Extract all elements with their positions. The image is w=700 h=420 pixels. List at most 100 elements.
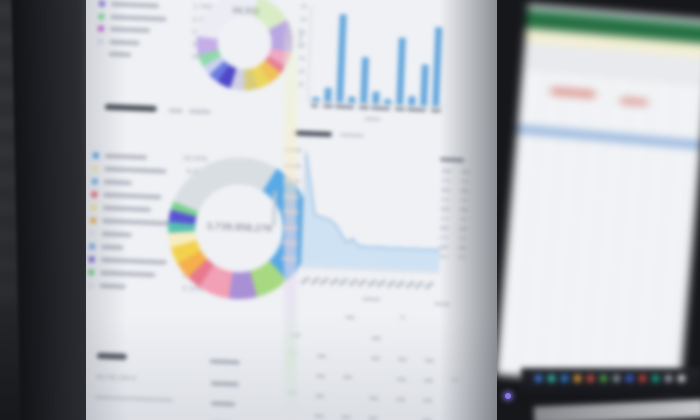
legend-swatch [90, 217, 97, 224]
taskbar-icon [613, 375, 620, 382]
side-list-value-2 [458, 246, 467, 249]
area-chart [300, 148, 445, 274]
section-header-meta-1 [168, 108, 183, 113]
area-chart-x-tick-label [357, 278, 367, 287]
side-list-value [438, 254, 449, 258]
taskbar [521, 368, 700, 398]
taskbar-icon [548, 375, 555, 382]
legend-label-bar [104, 166, 167, 174]
bar-chart [307, 5, 448, 108]
area-chart-x-tick-label [385, 279, 396, 288]
table-cell-bar [345, 315, 355, 319]
area-chart-x-tick-label [309, 276, 320, 285]
right-monitor-screen [497, 4, 700, 391]
bar [420, 64, 429, 106]
spreadsheet-red-text-2 [619, 98, 649, 105]
table-cell-bar [316, 354, 327, 358]
light-reflection-streak [284, 0, 297, 420]
side-list-value-2 [459, 208, 469, 212]
left-monitor-bezel [11, 0, 97, 420]
legend-percent: 24.43% [182, 154, 208, 164]
legend-label-bar [100, 270, 156, 278]
spreadsheet-red-text-1 [550, 88, 596, 98]
side-list-value-2 [460, 189, 469, 193]
spreadsheet-grid [497, 69, 700, 391]
table-cell-bar [370, 356, 381, 360]
legend-label-bar [109, 27, 151, 33]
area-chart-x-tick-label [366, 278, 377, 287]
bar-chart-y-tick-label [298, 56, 306, 60]
table-cell-bar [315, 394, 325, 398]
side-list-value [439, 216, 450, 220]
side-list-value [439, 207, 451, 211]
taskbar-icon [665, 375, 672, 382]
bar [408, 96, 416, 106]
side-list-value-2 [461, 179, 470, 183]
legend-label-bar [102, 218, 175, 226]
legend-swatch [97, 38, 104, 45]
table-cell-bar [341, 415, 351, 419]
taskbar-icon [587, 375, 594, 382]
bar-chart-x-tick-label [382, 107, 391, 111]
area-chart-x-tick-label [423, 281, 434, 290]
screen-corner-shadow-left [86, 330, 206, 420]
table-cell-bar [368, 416, 378, 420]
bar [312, 96, 319, 102]
side-list-value-2 [461, 170, 470, 174]
area-chart-x-tick-label [414, 280, 424, 289]
area-chart-x-tick-label [404, 280, 415, 289]
left-monitor-screen: 1.74%2.74%2.08%3.47%16.3% 34,551 # count… [86, 0, 497, 420]
legend-swatch [98, 0, 106, 7]
side-list-value [438, 235, 449, 239]
taskbar-icon [535, 375, 542, 382]
legend-label-bar [101, 244, 124, 250]
legend-label-bar [103, 179, 132, 186]
legend-swatch [89, 243, 96, 250]
taskbar-icon [652, 375, 659, 382]
table-cell-bar [371, 336, 381, 340]
bar-chart-x-tick-label [358, 106, 370, 110]
legend-swatch [92, 152, 100, 159]
bar [432, 26, 442, 107]
legend-swatch [88, 256, 95, 263]
legend-swatch [92, 165, 99, 172]
legend-label-bar [102, 205, 151, 212]
bar-chart-x-tick-label [394, 107, 406, 111]
table-cell-bar [343, 375, 353, 379]
bar-chart-y-tick-label [299, 30, 307, 34]
bar [372, 91, 380, 104]
side-list-value-2 [460, 198, 469, 202]
legend-label-bar [110, 14, 167, 21]
bar-chart-x-tick-label [418, 108, 427, 112]
side-list-header [439, 157, 465, 163]
legend-label-bar [108, 51, 132, 57]
side-list-value-2 [459, 217, 468, 221]
area-chart-x-axis-title [362, 297, 381, 302]
taskbar-icon [600, 375, 607, 382]
bar-chart-y-tick-label [301, 4, 308, 8]
legend-swatch [88, 269, 95, 276]
table-cell-bar [316, 374, 326, 378]
side-list-value [441, 169, 452, 173]
right-monitor [497, 0, 700, 420]
legend-label-bar [109, 39, 140, 45]
area-chart-x-tick-label [376, 279, 386, 288]
legend-swatch [97, 25, 105, 32]
legend-swatch [89, 230, 96, 237]
taskbar-icon [626, 375, 633, 382]
legend-label-bar [110, 2, 160, 8]
area-chart-header-text [293, 130, 333, 137]
side-list-value [438, 245, 449, 249]
legend-label-bar [103, 192, 162, 200]
legend-label-bar [101, 231, 132, 238]
taskbar-icon [639, 375, 646, 382]
table-mid-row-2 [210, 381, 239, 387]
spreadsheet-header-band [516, 125, 700, 149]
legend-label-bar [99, 283, 126, 289]
bar [336, 13, 347, 103]
bar [360, 57, 369, 104]
bar [324, 87, 332, 102]
section-header-meta-2 [188, 109, 211, 115]
bar-chart-x-tick-label [346, 105, 355, 109]
